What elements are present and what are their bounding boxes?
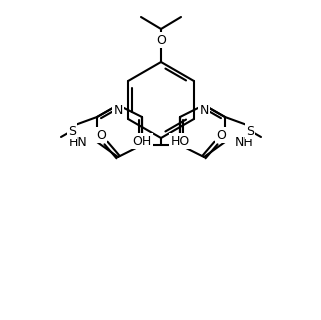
Text: S: S bbox=[246, 124, 254, 138]
Text: O: O bbox=[216, 129, 226, 141]
Text: HO: HO bbox=[170, 134, 190, 148]
Text: OH: OH bbox=[132, 134, 152, 148]
Text: S: S bbox=[68, 124, 76, 138]
Text: O: O bbox=[156, 34, 166, 46]
Text: N: N bbox=[113, 103, 123, 116]
Text: NH: NH bbox=[235, 135, 254, 148]
Text: HN: HN bbox=[68, 135, 87, 148]
Text: O: O bbox=[96, 129, 106, 141]
Text: N: N bbox=[199, 103, 209, 116]
